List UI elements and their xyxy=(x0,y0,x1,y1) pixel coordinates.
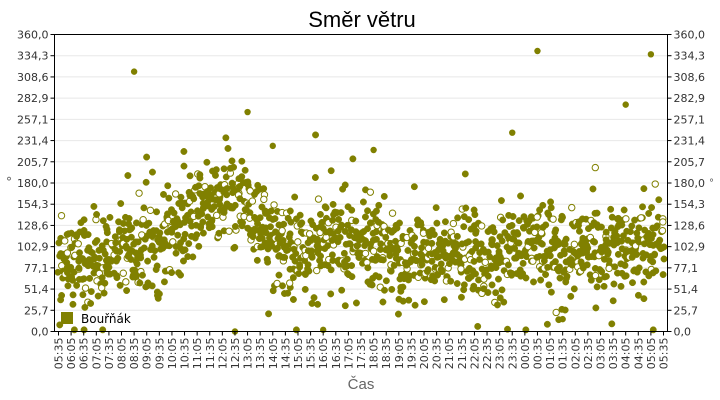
x-tick-label: 08:35 xyxy=(128,338,141,370)
y-tick-label: 128,6 xyxy=(17,219,49,232)
y-tick-label: 360,0 xyxy=(17,29,49,42)
x-tick-label: 14:05 xyxy=(267,338,280,370)
x-tick-label: 07:35 xyxy=(103,338,116,370)
x-tick-label: 11:35 xyxy=(204,338,217,370)
x-tick-label: 02:35 xyxy=(582,338,595,370)
legend-swatch xyxy=(61,312,73,324)
x-tick-label: 23:05 xyxy=(494,338,507,370)
y-tick-label: 205,7 xyxy=(17,156,49,169)
chart-title: Směr větru xyxy=(308,7,416,32)
y-tick-label: 51,4 xyxy=(24,283,49,296)
y2-tick-label: 51,4 xyxy=(674,283,699,296)
x-tick-label: 04:05 xyxy=(620,338,633,370)
x-tick-label: 18:35 xyxy=(380,338,393,370)
x-tick-label: 09:35 xyxy=(153,338,166,370)
y2-tick-label: 25,7 xyxy=(674,304,699,317)
x-tick-label: 10:35 xyxy=(179,338,192,370)
x-tick-label: 13:05 xyxy=(242,338,255,370)
x-tick-label: 19:05 xyxy=(393,338,406,370)
y2-tick-label: 77,1 xyxy=(674,262,699,275)
x-tick-label: 11:05 xyxy=(191,338,204,370)
x-tick-label: 03:05 xyxy=(594,338,607,370)
x-tick-label: 15:05 xyxy=(292,338,305,370)
x-tick-label: 17:05 xyxy=(342,338,355,370)
x-tick-label: 05:35 xyxy=(53,338,66,370)
x-tick-label: 06:05 xyxy=(65,338,78,370)
x-tick-label: 01:05 xyxy=(544,338,557,370)
y2-axis-label: ° xyxy=(709,178,714,189)
x-axis-label: Čas xyxy=(348,376,375,393)
y2-tick-label: 102,9 xyxy=(674,241,706,254)
y2-tick-label: 231,4 xyxy=(674,135,706,148)
y2-tick-label: 334,3 xyxy=(674,50,706,63)
x-tick-label: 21:35 xyxy=(456,338,469,370)
x-tick-label: 21:05 xyxy=(443,338,456,370)
y2-tick-label: 0,0 xyxy=(674,326,692,339)
x-tick-label: 18:05 xyxy=(368,338,381,370)
y-tick-label: 180,0 xyxy=(17,177,49,190)
x-tick-label: 00:05 xyxy=(519,338,532,370)
y-tick-label: 154,3 xyxy=(17,198,49,211)
x-tick-label: 01:35 xyxy=(557,338,570,370)
x-tick-label: 02:05 xyxy=(569,338,582,370)
x-tick-label: 04:35 xyxy=(632,338,645,370)
y-tick-label: 0,0 xyxy=(31,326,49,339)
y2-tick-label: 257,1 xyxy=(674,113,706,126)
x-tick-label: 16:35 xyxy=(330,338,343,370)
x-tick-label: 20:35 xyxy=(431,338,444,370)
x-tick-label: 08:05 xyxy=(116,338,129,370)
x-tick-label: 16:05 xyxy=(317,338,330,370)
y2-tick-label: 308,6 xyxy=(674,71,706,84)
x-tick-label: 05:35 xyxy=(658,338,671,370)
x-tick-label: 19:35 xyxy=(405,338,418,370)
y-tick-label: 231,4 xyxy=(17,135,49,148)
x-tick-label: 06:35 xyxy=(78,338,91,370)
x-tick-label: 12:05 xyxy=(216,338,229,370)
scatter-points xyxy=(54,47,668,335)
x-tick-label: 05:05 xyxy=(645,338,658,370)
x-axis: 05:35 06:05 06:35 07:05 07:35 08:05 08:35 09:05… xyxy=(53,331,671,370)
y2-tick-label: 205,7 xyxy=(674,156,706,169)
y2-tick-label: 180,0 xyxy=(674,177,706,190)
x-tick-label: 10:05 xyxy=(166,338,179,370)
y-tick-label: 77,1 xyxy=(24,262,49,275)
x-tick-label: 22:05 xyxy=(468,338,481,370)
y-tick-label: 308,6 xyxy=(17,71,49,84)
y2-tick-label: 282,9 xyxy=(674,92,706,105)
x-tick-label: 13:35 xyxy=(254,338,267,370)
y-tick-label: 334,3 xyxy=(17,50,49,63)
y-tick-label: 102,9 xyxy=(17,241,49,254)
y2-tick-label: 128,6 xyxy=(674,219,706,232)
x-tick-label: 17:35 xyxy=(355,338,368,370)
x-tick-label: 12:35 xyxy=(229,338,242,370)
x-tick-label: 15:35 xyxy=(305,338,318,370)
x-tick-label: 03:35 xyxy=(607,338,620,370)
y2-tick-label: 360,0 xyxy=(674,29,706,42)
y-axis-right: 0,0 25,7 51,4 77,1 102,9 128,6 154,3 180,0 205,7… xyxy=(667,29,706,339)
x-tick-label: 20:05 xyxy=(418,338,431,370)
y-tick-label: 257,1 xyxy=(17,113,49,126)
x-tick-label: 00:35 xyxy=(531,338,544,370)
x-tick-label: 23:35 xyxy=(506,338,519,370)
legend-label: Bouřňák xyxy=(81,312,131,326)
y-tick-label: 282,9 xyxy=(17,92,49,105)
x-tick-label: 14:35 xyxy=(279,338,292,370)
y-axis-label: ° xyxy=(6,175,12,189)
x-tick-label: 07:05 xyxy=(90,338,103,370)
y-axis-left: 0,0 25,7 51,4 77,1 102,9 128,6 154,3 180,0 205,7… xyxy=(17,29,55,339)
y2-tick-label: 154,3 xyxy=(674,198,706,211)
x-tick-label: 09:05 xyxy=(141,338,154,370)
y-tick-label: 25,7 xyxy=(24,304,49,317)
legend: Bouřňák xyxy=(61,312,131,326)
x-tick-label: 22:35 xyxy=(481,338,494,370)
